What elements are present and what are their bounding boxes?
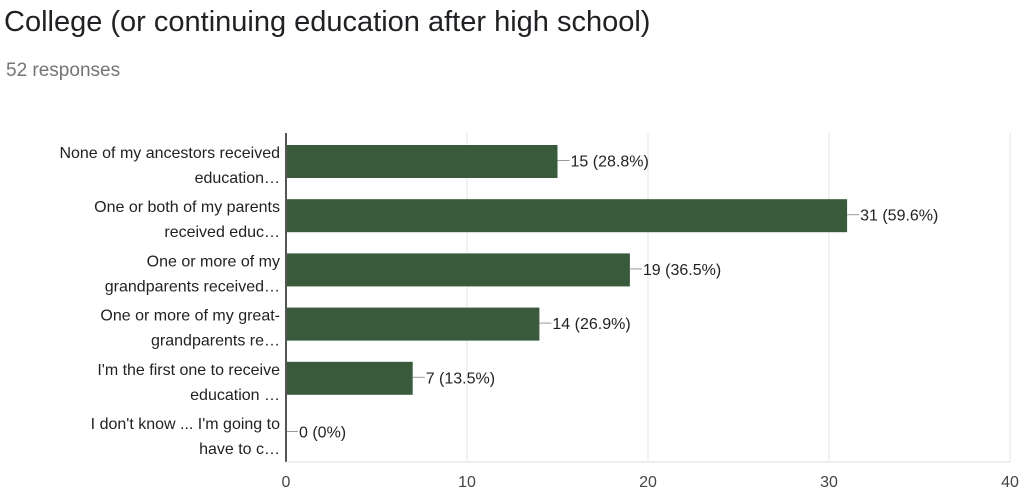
x-tick-label: 20: [639, 474, 657, 491]
data-label: 19 (36.5%): [643, 262, 721, 279]
bar: [286, 307, 540, 341]
category-label: grandparents re…: [151, 333, 280, 350]
x-tick-label: 10: [458, 474, 476, 491]
category-label: education …: [190, 387, 280, 404]
bar: [286, 199, 848, 233]
category-label: have to c…: [199, 441, 280, 458]
x-tick-label: 40: [1001, 474, 1019, 491]
chart-title: College (or continuing education after h…: [4, 6, 651, 38]
data-label: 14 (26.9%): [552, 316, 630, 333]
category-label: None of my ancestors received: [59, 145, 280, 162]
category-label: One or more of my great-: [100, 308, 280, 325]
category-label: I'm the first one to receive: [97, 362, 280, 379]
bar: [286, 253, 630, 287]
bar: [286, 145, 558, 178]
category-label: education…: [195, 170, 280, 187]
data-label: 0 (0%): [299, 425, 346, 442]
data-label: 15 (28.8%): [571, 154, 649, 171]
x-tick-label: 30: [820, 474, 838, 491]
bar: [286, 361, 413, 395]
data-label: 7 (13.5%): [426, 370, 495, 387]
data-label: 31 (59.6%): [860, 208, 938, 225]
category-label: grandparents received…: [105, 278, 280, 295]
category-label: One or more of my: [147, 253, 280, 270]
response-count: 52 responses: [6, 60, 121, 81]
category-label: One or both of my parents: [94, 199, 280, 216]
category-label: I don't know ... I'm going to: [91, 416, 280, 433]
category-label: received educ…: [164, 224, 280, 241]
x-tick-label: 0: [282, 474, 291, 491]
